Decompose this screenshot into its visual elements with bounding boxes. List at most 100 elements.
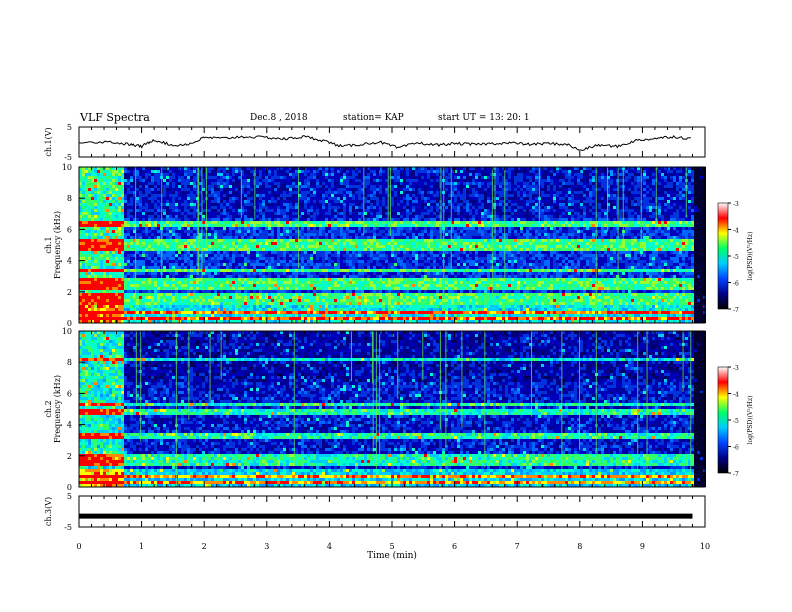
spectrogram-cell xyxy=(178,206,181,209)
spectrogram-cell xyxy=(625,176,628,179)
spectrogram-cell xyxy=(430,215,433,218)
spectrogram-cell xyxy=(391,197,394,200)
spectrogram-cell xyxy=(229,176,232,179)
spectrogram-cell xyxy=(325,173,328,176)
spectrogram-cell xyxy=(106,203,109,206)
spectrogram-cell xyxy=(472,212,475,215)
spectrogram-cell xyxy=(313,212,316,215)
spectrogram-cell xyxy=(184,212,187,215)
spectrogram-cell xyxy=(349,182,352,185)
spectrogram-cell xyxy=(664,215,667,218)
spectrogram-cell xyxy=(358,182,361,185)
spectrogram-cell xyxy=(349,200,352,203)
spectrogram-cell xyxy=(619,185,622,188)
spectrogram-cell xyxy=(124,179,127,182)
spectrogram-cell xyxy=(529,191,532,194)
spectrogram-cell xyxy=(142,191,145,194)
spectrogram-cell xyxy=(115,188,118,191)
spectrogram-cell xyxy=(235,173,238,176)
spectrogram-cell xyxy=(520,173,523,176)
spectrogram-cell xyxy=(505,200,508,203)
spectrogram-cell xyxy=(661,176,664,179)
spectrogram-cell xyxy=(688,176,691,179)
spectrogram-cell xyxy=(631,188,634,191)
spectrogram-cell xyxy=(694,206,697,209)
spectrogram-cell xyxy=(85,176,88,179)
spectrogram-cell xyxy=(319,188,322,191)
spectrogram-cell xyxy=(628,215,631,218)
spectrogram-cell xyxy=(175,173,178,176)
spectrogram-cell xyxy=(166,215,169,218)
spectrogram-cell xyxy=(322,191,325,194)
spectrogram-cell xyxy=(316,197,319,200)
spectrogram-cell xyxy=(118,179,121,182)
spectrogram-cell xyxy=(148,188,151,191)
spectrogram-cell xyxy=(178,188,181,191)
spectrogram-cell xyxy=(679,215,682,218)
spectrogram-cell xyxy=(487,182,490,185)
spectrogram-cell xyxy=(136,173,139,176)
spectrogram-cell xyxy=(289,197,292,200)
spectrogram-cell xyxy=(379,179,382,182)
spectrogram-cell xyxy=(673,194,676,197)
spectrogram-cell xyxy=(565,182,568,185)
spectrogram-cell xyxy=(619,176,622,179)
spectrogram-cell xyxy=(268,188,271,191)
spectrogram-cell xyxy=(235,179,238,182)
spectrogram-cell xyxy=(475,200,478,203)
spectrogram-cell xyxy=(559,173,562,176)
spectrogram-cell xyxy=(568,182,571,185)
spectrogram-cell xyxy=(373,215,376,218)
spectrogram-cell xyxy=(643,191,646,194)
spectrogram-cell xyxy=(667,212,670,215)
spectrogram-cell xyxy=(229,209,232,212)
spectrogram-cell xyxy=(238,185,241,188)
spectrogram-cell xyxy=(211,188,214,191)
spectrogram-cell xyxy=(634,206,637,209)
spectrogram-cell xyxy=(139,206,142,209)
spectrogram-cell xyxy=(214,176,217,179)
spectrogram-cell xyxy=(178,209,181,212)
spectrogram-cell xyxy=(568,203,571,206)
spectrogram-cell xyxy=(565,215,568,218)
spectrogram-cell xyxy=(103,209,106,212)
spectrogram-cell xyxy=(283,173,286,176)
spectrogram-cell xyxy=(454,188,457,191)
spectrogram-cell xyxy=(700,179,703,182)
spectrogram-cell xyxy=(589,194,592,197)
spectrogram-cell xyxy=(145,203,148,206)
spectrogram-cell xyxy=(226,185,229,188)
spectrogram-cell xyxy=(112,212,115,215)
spectrogram-cell xyxy=(517,173,520,176)
spectrogram-cell xyxy=(412,191,415,194)
spectrogram-cell xyxy=(415,197,418,200)
spectrogram-cell xyxy=(373,194,376,197)
spectrogram-cell xyxy=(667,179,670,182)
spectrogram-cell xyxy=(466,182,469,185)
spectrogram-cell xyxy=(628,194,631,197)
spectrogram-cell xyxy=(82,173,85,176)
spectrogram-cell xyxy=(127,176,130,179)
spectrogram-cell xyxy=(367,176,370,179)
spectrogram-cell xyxy=(304,176,307,179)
spectrogram-cell xyxy=(556,206,559,209)
spectrogram-cell xyxy=(151,182,154,185)
spectrogram-cell xyxy=(511,194,514,197)
spectrogram-cell xyxy=(154,209,157,212)
spectrogram-cell xyxy=(550,173,553,176)
spectrogram-cell xyxy=(121,188,124,191)
spectrogram-cell xyxy=(115,182,118,185)
spectrogram-cell xyxy=(250,200,253,203)
spectrogram-cell xyxy=(130,182,133,185)
spectrogram-cell xyxy=(157,185,160,188)
spectrogram-cell xyxy=(688,173,691,176)
spectrogram-cell xyxy=(322,170,325,173)
spectrogram-cell xyxy=(670,188,673,191)
spectrogram-cell xyxy=(667,188,670,191)
spectrogram-cell xyxy=(292,203,295,206)
spectrogram-cell xyxy=(229,191,232,194)
spectrogram-cell xyxy=(481,209,484,212)
spectrogram-cell xyxy=(610,206,613,209)
spectrogram-cell xyxy=(157,182,160,185)
spectrogram-cell xyxy=(313,179,316,182)
